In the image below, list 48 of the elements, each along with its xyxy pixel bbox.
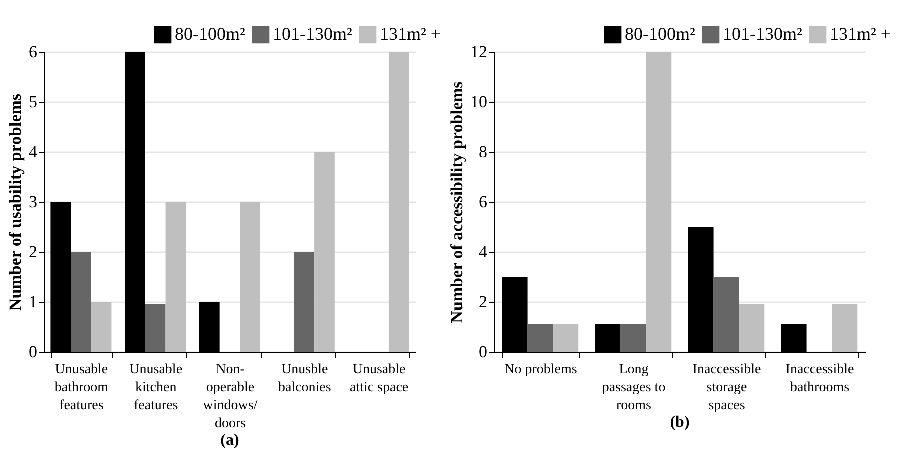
legend-label: 101-130m² [723, 24, 802, 44]
bar [166, 202, 186, 352]
bar [739, 304, 765, 352]
y-tick-label: 3 [29, 192, 38, 212]
bar [294, 252, 315, 352]
bar [714, 277, 740, 352]
x-tick-label: No problems [504, 362, 578, 378]
x-tick-label: Unusable bathroom features [54, 362, 109, 414]
y-tick-label: 2 [29, 242, 38, 262]
legend-label: 131m² + [380, 24, 442, 44]
bar [71, 252, 92, 352]
x-tick-label: Unusable attic space [350, 362, 409, 396]
bar [314, 152, 335, 352]
bar [646, 52, 672, 352]
y-tick-label: 0 [29, 342, 38, 362]
text: (b) [670, 414, 690, 431]
x-tick-label: Inaccessible bathrooms [786, 362, 854, 396]
bar [553, 324, 579, 352]
legend-label: 131m² + [830, 24, 892, 44]
y-tick-label: 12 [470, 42, 488, 62]
bar [388, 52, 410, 352]
x-tick-label: Long passages to rooms [602, 362, 666, 414]
bar [620, 324, 646, 352]
x-tick-label: Unusable kitchen features [130, 362, 183, 414]
y-tick-label: 6 [29, 42, 38, 62]
y-tick-label: 10 [470, 92, 488, 112]
bar [240, 202, 261, 352]
y-axis-title: Number of usability problems [6, 94, 25, 312]
legend-label: 80-100m² [175, 24, 246, 44]
y-tick-label: 1 [29, 292, 38, 312]
y-axis-title: Number of accessibility problems [448, 81, 466, 324]
bar [91, 302, 112, 352]
y-tick-label: 4 [479, 242, 488, 262]
y-tick-label: 6 [479, 192, 488, 212]
legend-label: 101-130m² [273, 24, 352, 44]
y-tick-label: 0 [479, 342, 488, 362]
x-tick-label: Unusble balconies [278, 362, 332, 396]
x-tick-label: Non-operable windows/doors [203, 362, 258, 432]
y-tick-label: 4 [29, 142, 38, 162]
x-tick-label: Inaccessible storage spaces [692, 362, 762, 414]
text: (a) [220, 432, 240, 449]
y-tick-label: 8 [479, 142, 488, 162]
legend-label: 80-100m² [625, 24, 696, 44]
y-tick-label: 2 [479, 292, 488, 312]
bar [832, 304, 858, 352]
bar [528, 324, 554, 352]
bar [145, 304, 166, 352]
y-tick-label: 5 [29, 92, 38, 112]
